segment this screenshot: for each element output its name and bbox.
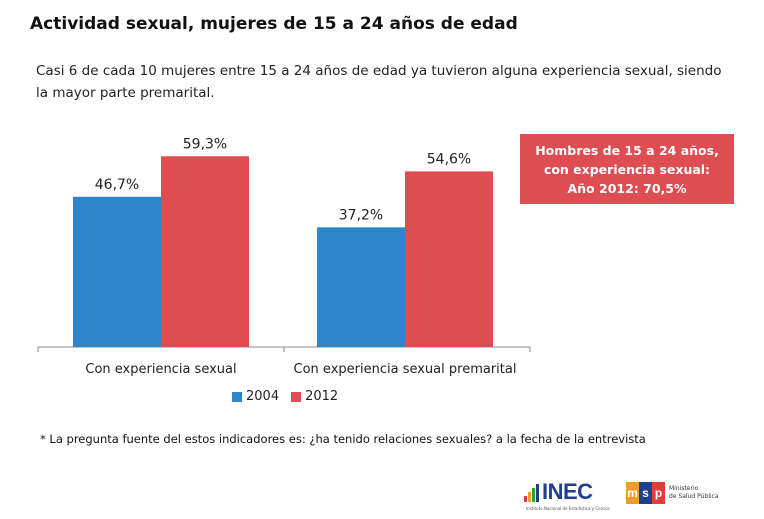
footnote: * La pregunta fuente del estos indicador… — [40, 432, 646, 446]
msp-logo: m s p Ministerio de Salud Pública — [626, 482, 719, 504]
inec-logo-subtext: Instituto Nacional de Estadística y Cens… — [526, 506, 610, 511]
bar-chart: 46,7% 37,2% 59,3% 54,6% Con experiencia sexu… — [37, 136, 531, 377]
callout-line-1: Hombres de 15 a 24 años, — [535, 142, 719, 158]
data-label-2004-0: 46,7% — [95, 177, 139, 193]
msp-logo-line-2: de Salud Pública — [669, 493, 719, 500]
data-label-2012-1: 54,6% — [427, 151, 471, 167]
inec-logo-text: INEC — [542, 479, 593, 504]
bar-2012-0 — [161, 156, 249, 347]
inec-logo: INEC Instituto Nacional de Estadística y… — [524, 479, 610, 511]
callout-box: Hombres de 15 a 24 años, con experiencia… — [520, 134, 734, 204]
bar-2004-1 — [317, 227, 405, 347]
category-label-0: Con experiencia sexual — [85, 362, 236, 377]
msp-logo-line-1: Ministerio — [669, 485, 699, 492]
legend-label-2004: 2004 — [246, 389, 280, 404]
data-label-2004-1: 37,2% — [339, 207, 383, 223]
bar-2004-0 — [73, 196, 161, 347]
msp-logo-mark: m s p — [626, 482, 665, 504]
inec-bars-icon — [524, 484, 540, 502]
legend-swatch-2012 — [291, 391, 302, 402]
legend-label-2012: 2012 — [305, 389, 339, 404]
legend-swatch-2004 — [232, 391, 242, 402]
category-label-1: Con experiencia sexual premarital — [294, 362, 517, 377]
msp-logo-text: Ministerio de Salud Pública — [669, 485, 719, 501]
data-label-2012-0: 59,3% — [183, 136, 227, 152]
bar-2012-1 — [405, 171, 493, 347]
callout-line-2: con experiencia sexual: — [543, 161, 711, 177]
chart-title: Actividad sexual, mujeres de 15 a 24 año… — [30, 14, 518, 34]
chart-subtitle: Casi 6 de cada 10 mujeres entre 15 a 24 … — [36, 63, 722, 101]
callout-line-3: Año 2012: 70,5% — [567, 180, 687, 196]
legend-item-2004: 2004 — [232, 389, 279, 404]
legend: 2004 2012 — [232, 389, 350, 404]
legend-item-2012: 2012 — [291, 389, 338, 404]
